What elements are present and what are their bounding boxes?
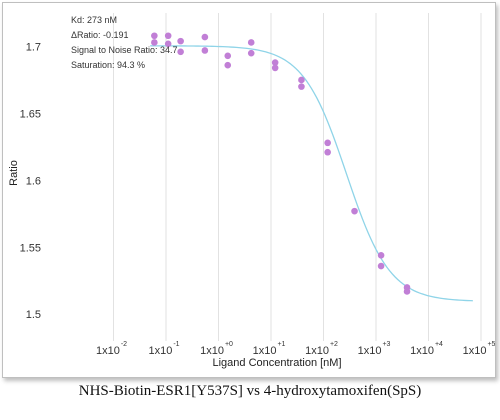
y-tick-label: 1.7: [26, 41, 41, 53]
x-tick-label: 1x10+2: [305, 341, 338, 357]
data-point: [298, 76, 305, 84]
x-tick-label: 1x10+4: [410, 341, 443, 357]
kd-value: Kd: 273 nM: [71, 15, 118, 25]
figure-caption: NHS-Biotin-ESR1[Y537S] vs 4-hydroxytamox…: [78, 383, 422, 399]
data-point: [201, 47, 209, 54]
fit-statistics: Kd: 273 nM ΔRatio: -0.191 Signal to Nois…: [71, 13, 178, 73]
data-point: [324, 148, 331, 156]
data-point: [377, 252, 385, 259]
data-point: [177, 48, 184, 56]
y-tick-label: 1.5: [26, 309, 41, 321]
x-tick-label: 1x10-1: [148, 341, 179, 357]
y-tick-label: 1.55: [20, 242, 41, 254]
signal-to-noise-value: Signal to Noise Ratio: 34.7: [71, 45, 178, 55]
data-point: [247, 39, 255, 46]
dose-response-plot: 1.7 1.65 1.6 1.55 1.5 1x10-2 1x10-1 1x10+0 1x10…: [8, 13, 495, 369]
data-point: [324, 139, 331, 147]
data-point: [151, 39, 158, 46]
data-point: [377, 262, 385, 270]
data-point: [224, 61, 232, 69]
data-point: [151, 32, 158, 40]
data-point: [164, 40, 172, 48]
x-tick-label: 1x10+0: [200, 341, 233, 357]
data-point: [224, 52, 232, 60]
fit-curve: [150, 45, 473, 302]
chart-frame: 1.7 1.65 1.6 1.55 1.5 1x10-2 1x10-1 1x10+0 1x10…: [2, 2, 496, 378]
saturation-value: Saturation: 94.3 %: [71, 60, 146, 70]
data-point: [351, 207, 358, 215]
y-tick-label: 1.6: [26, 175, 41, 187]
delta-ratio-value: ΔRatio: -0.191: [71, 30, 129, 40]
y-tick-label: 1.65: [20, 108, 41, 120]
x-tick-label: 1x10+5: [463, 341, 495, 357]
data-point: [201, 33, 209, 41]
data-point: [403, 288, 411, 295]
x-tick-label: 1x10+3: [358, 341, 391, 357]
x-tick-label: 1x10-2: [96, 341, 127, 357]
data-point: [247, 49, 255, 57]
data-point: [164, 32, 172, 40]
data-point: [177, 37, 184, 45]
y-axis-title: Ratio: [8, 160, 20, 186]
data-point: [271, 64, 279, 72]
x-axis-title: Ligand Concentration [nM]: [212, 357, 341, 369]
data-point: [271, 59, 279, 66]
x-tick-label: 1x10+1: [253, 341, 286, 357]
data-point: [298, 83, 305, 90]
